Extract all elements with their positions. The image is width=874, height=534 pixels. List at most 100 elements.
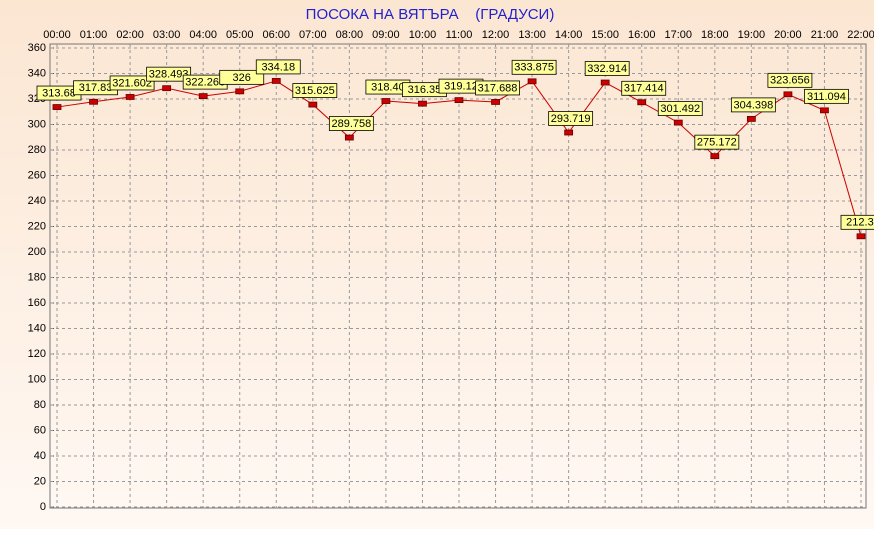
point (308, 101, 318, 108)
data-label: 304.398 (730, 97, 776, 113)
y-tick-label: 80 (34, 399, 46, 411)
y-tick-label: 120 (28, 348, 46, 360)
data-label-text: 334.18 (261, 61, 295, 73)
y-tick-label: 60 (34, 424, 46, 436)
data-label-box (146, 66, 192, 82)
x-tick-label: 07:00 (299, 29, 327, 41)
point (89, 98, 98, 105)
point (820, 107, 829, 114)
data-label-box (219, 69, 265, 85)
data-label-text: 275.172 (697, 137, 737, 149)
x-tick-label: 05:00 (226, 29, 254, 41)
data-label: 293.719 (548, 111, 594, 126)
x-tick-label: 10:00 (409, 29, 437, 41)
data-label-box (548, 111, 594, 126)
data-label-box (730, 97, 776, 113)
data-label-box (328, 116, 374, 131)
x-tick-label: 11:00 (446, 29, 473, 41)
x-tick-label: 13:00 (518, 29, 546, 41)
y-tick-label: 280 (28, 144, 46, 156)
x-tick-label: 15:00 (591, 29, 619, 41)
data-label-text: 323.656 (770, 75, 810, 87)
x-tick-label: 04:00 (189, 29, 217, 41)
y-tick-label: 40 (34, 450, 46, 462)
data-label-box (694, 134, 740, 150)
data-label-text: 317.414 (624, 83, 664, 95)
point (235, 88, 245, 95)
data-label: 289.758 (328, 116, 374, 131)
data-label: 321.602 (109, 75, 155, 91)
data-label-text: 293.719 (551, 113, 591, 125)
data-label: 212.31 (840, 214, 874, 230)
data-label: 313.68 (36, 85, 82, 101)
data-label-text: 321.602 (112, 77, 152, 89)
point (344, 134, 354, 141)
x-tick-label: 01:00 (80, 29, 108, 41)
data-label: 311.094 (804, 88, 849, 104)
data-label: 328.493 (146, 66, 192, 82)
point (600, 79, 610, 86)
data-label-text: 317.688 (478, 82, 518, 94)
data-label-text: 319.12 (444, 81, 478, 93)
data-label: 315.625 (292, 83, 338, 98)
y-tick-label: 340 (28, 67, 46, 79)
y-tick-label: 20 (34, 475, 46, 487)
point (52, 104, 62, 110)
data-label: 332.914 (584, 61, 630, 76)
data-label: 334.18 (255, 59, 301, 75)
data-label-text: 318.40 (371, 81, 405, 93)
data-label-text: 328.493 (149, 69, 189, 81)
point (710, 153, 720, 160)
point (198, 93, 208, 100)
data-label-box (767, 72, 813, 88)
data-label-box (292, 83, 338, 98)
data-label: 317.688 (475, 80, 520, 96)
x-tick-label: 09:00 (372, 29, 400, 41)
data-label-box (475, 80, 520, 96)
data-label: 322.266 (182, 74, 228, 90)
data-label-text: 212.31 (846, 217, 874, 229)
data-label-text: 316.35 (408, 84, 442, 96)
data-label-box (109, 75, 155, 91)
y-tick-label: 260 (28, 169, 46, 181)
x-tick-label: 00:00 (43, 29, 71, 41)
point (162, 85, 172, 92)
point (783, 91, 793, 98)
data-label-text: 326 (233, 72, 251, 84)
data-label-text: 317.83 (79, 82, 113, 94)
data-label-box (657, 101, 703, 116)
point (637, 99, 647, 106)
x-tick-label: 03:00 (153, 29, 181, 41)
data-label: 301.492 (657, 101, 703, 116)
point (454, 97, 464, 104)
data-label-text: 304.398 (733, 99, 773, 111)
x-tick-label: 19:00 (738, 29, 766, 41)
data-label-box (584, 61, 630, 76)
data-label: 275.172 (694, 134, 740, 150)
point (125, 94, 135, 100)
y-tick-label: 160 (28, 297, 46, 309)
data-label-text: 333.875 (514, 62, 554, 74)
x-tick-label: 08:00 (336, 29, 364, 41)
point (491, 99, 500, 105)
point (381, 98, 391, 104)
data-label-text: 313.68 (42, 87, 76, 99)
y-tick-label: 300 (28, 118, 46, 130)
point (673, 119, 683, 126)
y-tick-label: 0 (40, 501, 46, 513)
x-tick-label: 21:00 (811, 29, 839, 41)
plot-area (49, 43, 867, 509)
y-tick-label: 360 (28, 42, 46, 54)
data-label-box (511, 59, 557, 75)
data-label: 317.83 (73, 80, 118, 96)
data-label: 326 (219, 69, 265, 85)
x-tick-label: 14:00 (555, 29, 583, 41)
point (418, 100, 427, 107)
data-label-box (255, 59, 301, 75)
x-tick-label: 02:00 (116, 29, 144, 41)
x-tick-label: 06:00 (263, 29, 291, 41)
data-label-text: 315.625 (295, 85, 335, 97)
x-tick-label: 20:00 (774, 29, 802, 41)
